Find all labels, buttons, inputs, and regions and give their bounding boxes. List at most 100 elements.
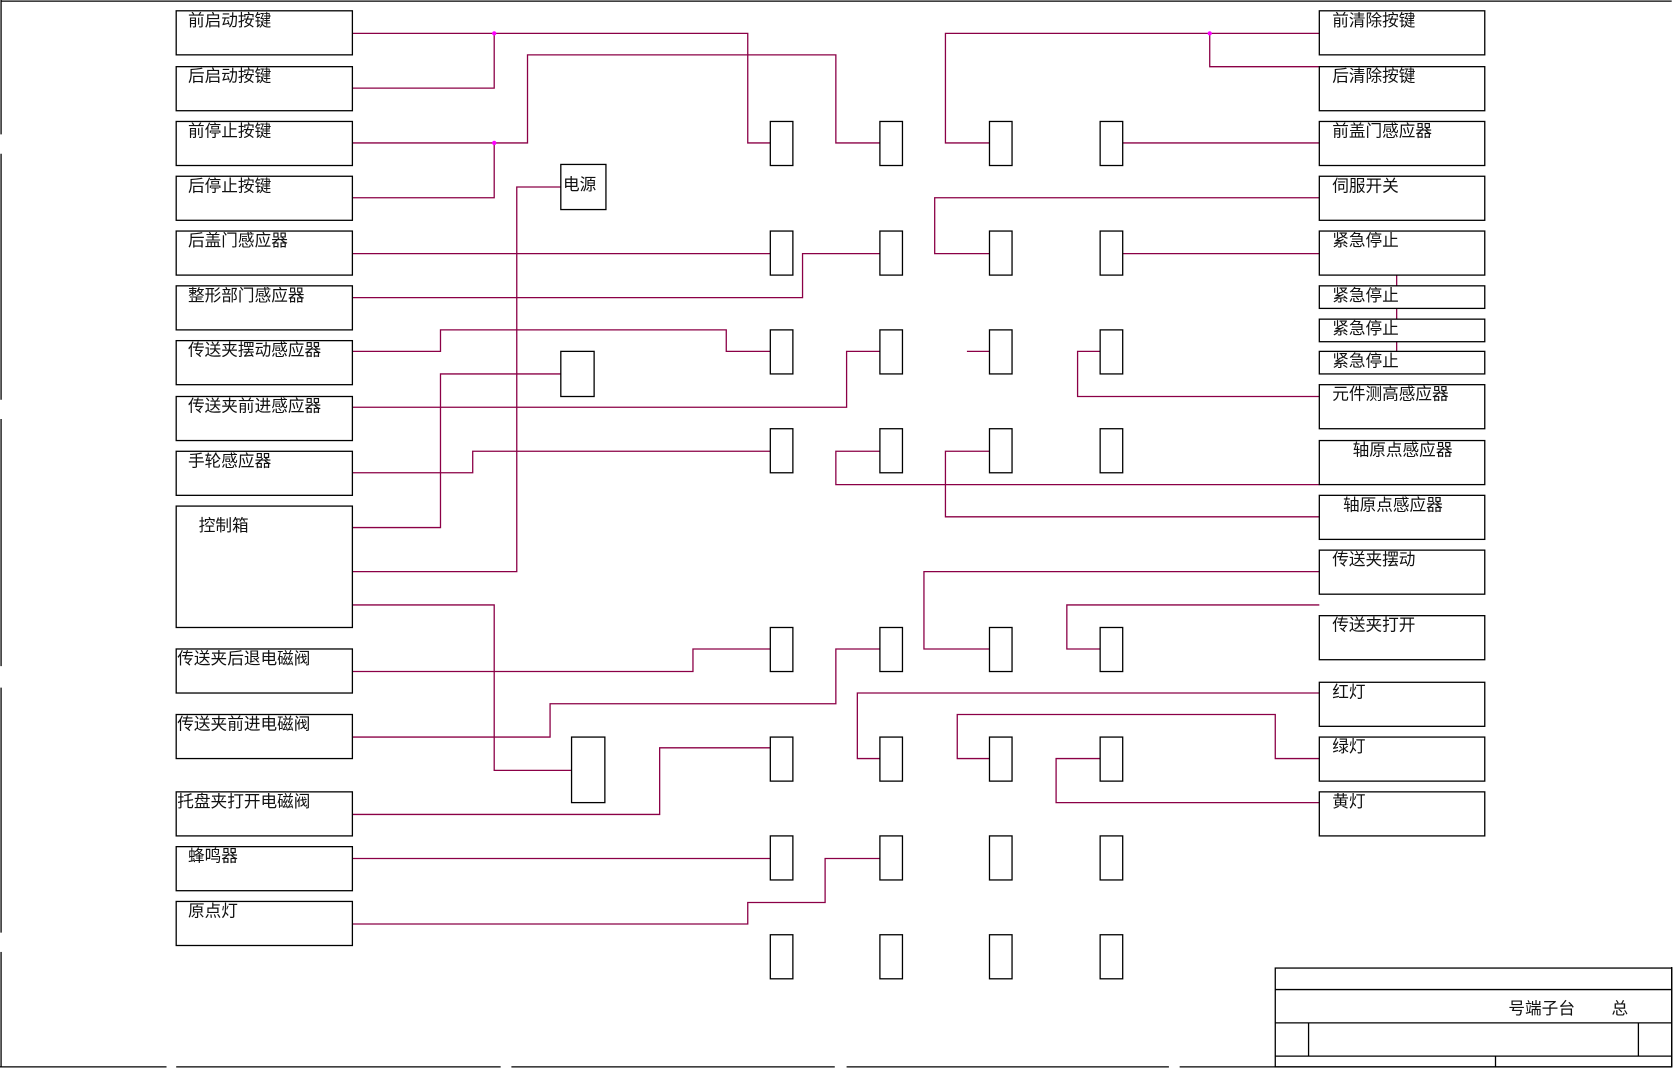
wire (923, 570, 1320, 650)
device-left: 原点灯 (175, 900, 354, 947)
wire (352, 648, 880, 738)
device-right: 红灯 (1318, 681, 1486, 727)
device-box (175, 10, 354, 56)
wire (352, 450, 771, 474)
title-suffix: 总 (1612, 999, 1629, 1018)
device-right: 前清除按键 (1318, 10, 1486, 56)
terminal (769, 626, 794, 673)
terminal (1099, 428, 1124, 474)
device-box (175, 230, 354, 276)
device-label: 紧急停止 (1332, 319, 1399, 338)
junction-dot (1207, 31, 1212, 36)
device-box (175, 505, 354, 629)
device-right: 伺服开关 (1318, 175, 1486, 221)
wire (352, 186, 561, 573)
terminal (988, 120, 1013, 167)
device-right: 前盖门感应器 (1318, 120, 1486, 167)
devices: 前启动按键后启动按键前停止按键后停止按键后盖门感应器整形部门感应器传送夹摆动感应… (175, 10, 1486, 947)
device-label: 后停止按键 (188, 176, 272, 195)
terminal (879, 120, 904, 167)
device-right: 紧急停止 (1318, 285, 1486, 310)
wire (352, 54, 880, 144)
terminal (769, 230, 794, 276)
device-right: 传送夹打开 (1318, 615, 1486, 661)
device-box (175, 450, 354, 496)
wire (352, 648, 771, 673)
device-box (175, 175, 354, 221)
device-label: 后盖门感应器 (188, 231, 288, 250)
device-box (175, 285, 354, 331)
component-box (570, 736, 606, 804)
wires (352, 31, 1398, 925)
title-block: 号端子台 总 (1274, 967, 1673, 1068)
terminal (1099, 934, 1124, 980)
wire (352, 747, 771, 816)
terminal (988, 230, 1013, 276)
wire (352, 350, 880, 408)
device-label: 前清除按键 (1332, 11, 1416, 30)
terminal (879, 329, 904, 375)
terminal (1099, 120, 1124, 167)
power-label: 电源 (563, 175, 597, 194)
device-label: 紧急停止 (1332, 351, 1399, 370)
junction-dot (492, 140, 497, 146)
device-left: 前启动按键 (175, 10, 354, 56)
device-box (175, 395, 354, 442)
device-box (1318, 439, 1486, 486)
device-right: 紧急停止 (1318, 350, 1486, 375)
device-box (175, 791, 354, 837)
wire (352, 33, 495, 89)
wire (352, 857, 880, 925)
terminal (988, 428, 1013, 474)
device-label: 传送夹摆动感应器 (188, 341, 321, 360)
device-label: 紧急停止 (1332, 231, 1399, 250)
device-box (1318, 549, 1486, 595)
device-box (1318, 230, 1486, 276)
device-box (1318, 350, 1486, 375)
device-label: 后清除按键 (1332, 67, 1416, 86)
terminal (879, 230, 904, 276)
title-text: 号端子台 (1508, 999, 1575, 1018)
device-box (1318, 285, 1486, 310)
device-left: 控制箱 (175, 505, 354, 629)
device-label: 黄灯 (1332, 792, 1365, 811)
device-label: 轴原点感应器 (1353, 441, 1453, 460)
device-box (1318, 66, 1486, 112)
device-box (175, 648, 354, 694)
wire (944, 450, 1320, 518)
wire (835, 450, 1320, 486)
device-right: 黄灯 (1318, 791, 1486, 837)
device-label: 托盘夹打开电磁阀 (177, 792, 310, 811)
wire (352, 32, 771, 144)
device-left: 传送夹后退电磁阀 (175, 648, 354, 694)
device-right: 后清除按键 (1318, 66, 1486, 112)
wire (1055, 757, 1320, 804)
terminal (988, 736, 1013, 782)
device-left: 后启动按键 (175, 66, 354, 112)
device-left: 托盘夹打开电磁阀 (175, 791, 354, 837)
device-left: 后盖门感应器 (175, 230, 354, 276)
device-box (1318, 681, 1486, 727)
device-left: 前停止按键 (175, 120, 354, 167)
device-label: 控制箱 (199, 516, 249, 535)
terminal (879, 736, 904, 782)
device-label: 元件测高感应器 (1332, 385, 1449, 404)
title-block-border (1274, 967, 1673, 1068)
device-box (1318, 120, 1486, 167)
device-right: 紧急停止 (1318, 230, 1486, 276)
terminal (1099, 230, 1124, 276)
device-label: 后启动按键 (188, 67, 272, 86)
device-box (1318, 494, 1486, 541)
device-left: 传送夹前进电磁阀 (175, 713, 354, 760)
terminal (769, 736, 794, 782)
wire (1209, 33, 1320, 68)
device-label: 紧急停止 (1332, 286, 1399, 305)
device-right: 轴原点感应器 (1318, 439, 1486, 486)
device-box (175, 66, 354, 112)
device-label: 前启动按键 (188, 11, 272, 30)
device-box (175, 339, 354, 386)
wire (934, 197, 1320, 255)
device-box (175, 846, 354, 892)
wire (956, 713, 1320, 760)
device-label: 前停止按键 (188, 122, 272, 141)
